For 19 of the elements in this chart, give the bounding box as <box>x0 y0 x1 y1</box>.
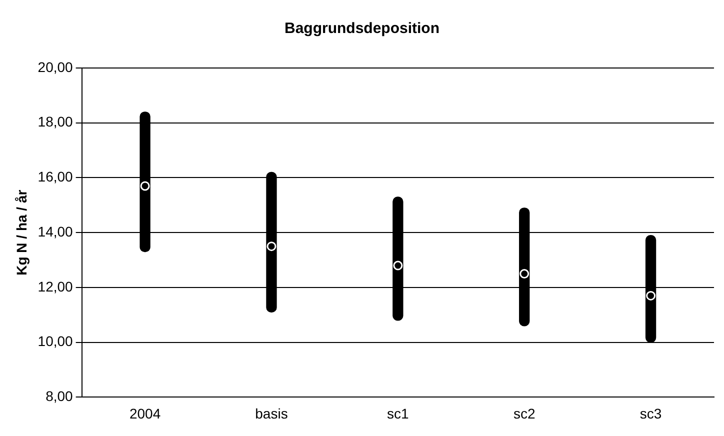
y-tick-label: 20,00 <box>38 58 74 75</box>
point <box>140 181 150 191</box>
chart-title: Baggrundsdeposition <box>284 20 440 38</box>
x-tick-label: 2004 <box>129 405 161 422</box>
point <box>520 269 530 278</box>
y-tick-label: 8,00 <box>46 388 74 404</box>
point <box>393 260 403 270</box>
y-tick-label: 18,00 <box>38 114 74 130</box>
y-tick-label: 10,00 <box>38 333 74 350</box>
point <box>266 242 276 252</box>
x-tick-label: basis <box>255 405 288 422</box>
y-tick-label: 14,00 <box>38 223 74 240</box>
y-tick-label: 16,00 <box>38 168 74 185</box>
x-tick-label: sc2 <box>513 405 536 422</box>
y-tick-label: 12,00 <box>38 278 74 294</box>
x-tick-label: sc3 <box>640 405 662 422</box>
point <box>646 290 656 300</box>
x-tick-label: sc1 <box>387 405 410 422</box>
y-axis-title: Kg N / ha / år <box>13 189 30 276</box>
